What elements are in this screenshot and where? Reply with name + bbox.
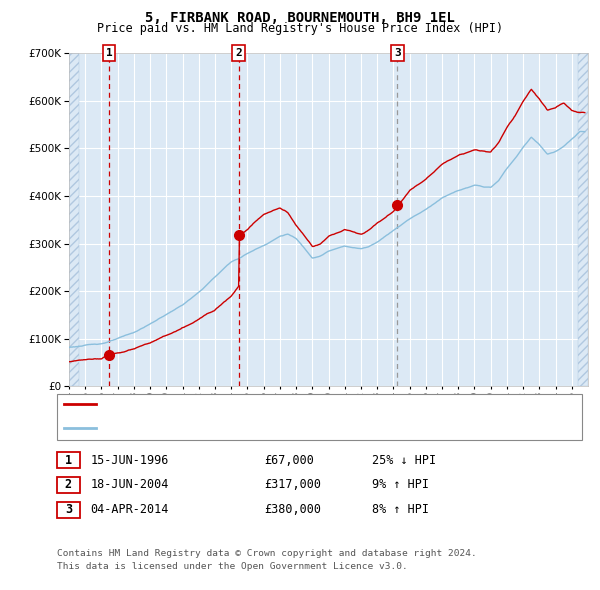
- Text: 1: 1: [65, 454, 72, 467]
- Text: £380,000: £380,000: [264, 503, 321, 516]
- Text: 2: 2: [235, 48, 242, 58]
- Text: 2: 2: [65, 478, 72, 491]
- Text: HPI: Average price, detached house, Bournemouth Christchurch and Poole: HPI: Average price, detached house, Bour…: [100, 424, 511, 433]
- Text: 1: 1: [106, 48, 112, 58]
- Text: 3: 3: [65, 503, 72, 516]
- Text: 8% ↑ HPI: 8% ↑ HPI: [372, 503, 429, 516]
- Text: 5, FIRBANK ROAD, BOURNEMOUTH, BH9 1EL: 5, FIRBANK ROAD, BOURNEMOUTH, BH9 1EL: [145, 11, 455, 25]
- Text: 3: 3: [394, 48, 401, 58]
- Text: 04-APR-2014: 04-APR-2014: [91, 503, 169, 516]
- Text: 18-JUN-2004: 18-JUN-2004: [91, 478, 169, 491]
- Text: This data is licensed under the Open Government Licence v3.0.: This data is licensed under the Open Gov…: [57, 562, 408, 571]
- Text: 25% ↓ HPI: 25% ↓ HPI: [372, 454, 436, 467]
- Text: Contains HM Land Registry data © Crown copyright and database right 2024.: Contains HM Land Registry data © Crown c…: [57, 549, 477, 558]
- Text: Price paid vs. HM Land Registry's House Price Index (HPI): Price paid vs. HM Land Registry's House …: [97, 22, 503, 35]
- Text: £317,000: £317,000: [264, 478, 321, 491]
- Text: 15-JUN-1996: 15-JUN-1996: [91, 454, 169, 467]
- Text: 5, FIRBANK ROAD, BOURNEMOUTH, BH9 1EL (detached house): 5, FIRBANK ROAD, BOURNEMOUTH, BH9 1EL (d…: [100, 399, 418, 409]
- Text: 9% ↑ HPI: 9% ↑ HPI: [372, 478, 429, 491]
- Text: £67,000: £67,000: [264, 454, 314, 467]
